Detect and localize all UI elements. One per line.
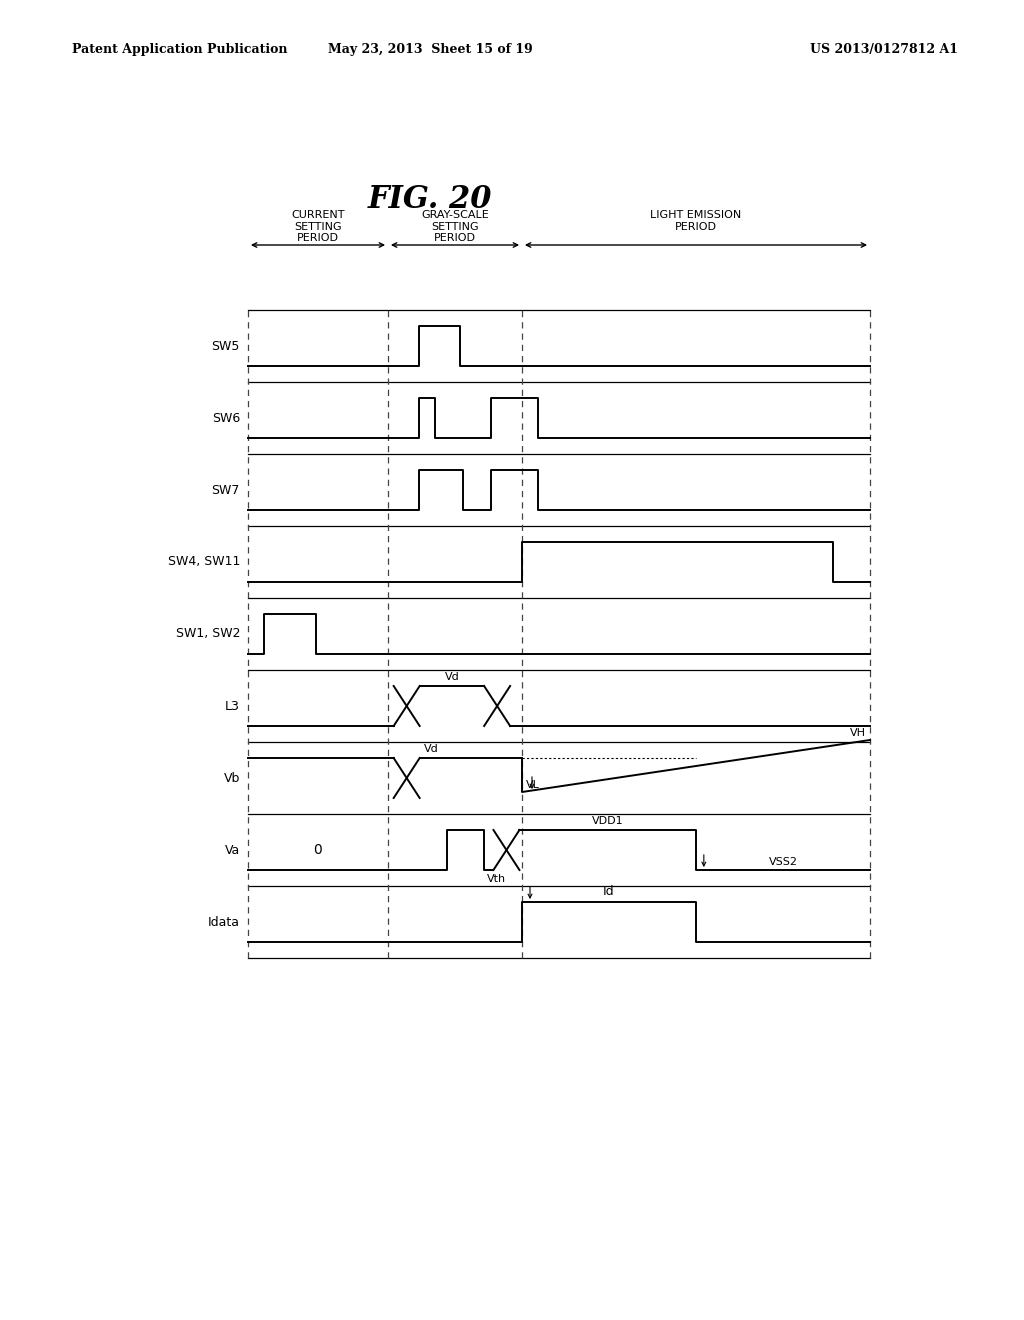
Text: GRAY-SCALE
SETTING
PERIOD: GRAY-SCALE SETTING PERIOD — [421, 210, 488, 243]
Text: Idata: Idata — [208, 916, 240, 928]
Text: Id: Id — [603, 884, 614, 898]
Text: VH: VH — [850, 729, 866, 738]
Text: Va: Va — [224, 843, 240, 857]
Text: SW4, SW11: SW4, SW11 — [168, 556, 240, 569]
Text: Vd: Vd — [424, 744, 438, 754]
Text: VDD1: VDD1 — [592, 816, 624, 826]
Text: Patent Application Publication: Patent Application Publication — [72, 44, 288, 57]
Text: Vb: Vb — [223, 771, 240, 784]
Text: 0: 0 — [313, 843, 323, 857]
Text: US 2013/0127812 A1: US 2013/0127812 A1 — [810, 44, 958, 57]
Text: SW1, SW2: SW1, SW2 — [175, 627, 240, 640]
Text: FIG. 20: FIG. 20 — [368, 185, 493, 215]
Text: SW7: SW7 — [212, 483, 240, 496]
Text: VSS2: VSS2 — [768, 857, 798, 867]
Text: LIGHT EMISSION
PERIOD: LIGHT EMISSION PERIOD — [650, 210, 741, 231]
Text: CURRENT
SETTING
PERIOD: CURRENT SETTING PERIOD — [291, 210, 345, 243]
Text: Vd: Vd — [444, 672, 460, 682]
Text: SW5: SW5 — [212, 339, 240, 352]
Text: Vth: Vth — [486, 874, 506, 884]
Text: L3: L3 — [225, 700, 240, 713]
Text: May 23, 2013  Sheet 15 of 19: May 23, 2013 Sheet 15 of 19 — [328, 44, 532, 57]
Text: VL: VL — [526, 780, 540, 789]
Text: SW6: SW6 — [212, 412, 240, 425]
